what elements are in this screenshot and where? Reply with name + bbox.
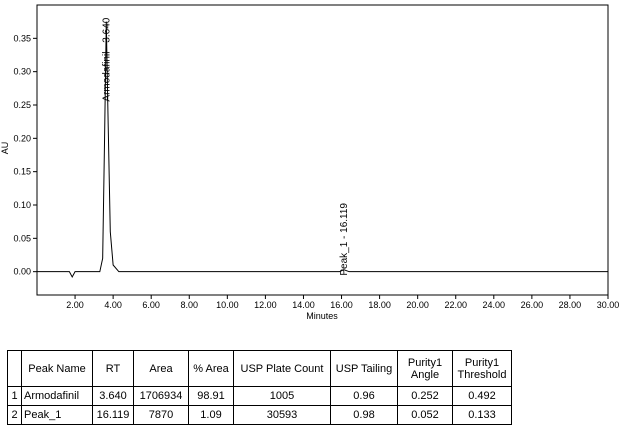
chart: Minutes AU 0.00 0.05 0.10 0.15 0.20 0.25 0.30 0… [0,4,620,321]
plot-frame [36,4,609,296]
table-cell: 1005 [233,386,331,406]
y-tick-label: 0.05 [13,233,31,243]
peak-label: Armodafinil - 3.640 [101,17,112,101]
x-tick-label: 8.00 [181,300,199,310]
table-cell: 30593 [233,405,331,425]
column-header: % Area [188,350,234,387]
table-cell: 0.052 [397,405,453,425]
column-header: USP Plate Count [233,350,331,387]
y-tick-label: 0.15 [13,167,31,177]
y-tick-label: 0.35 [13,33,31,43]
column-header: Area [133,350,189,387]
x-tick-label: 4.00 [104,300,122,310]
table-cell: 1 [7,386,22,406]
table-cell: Peak_1 [21,405,93,425]
y-tick-label: 0.00 [13,267,31,277]
table-row: 2 Peak_1 16.119 7870 1.09 30593 0.98 0.052 0.133 [7,405,512,425]
table-cell: 0.252 [397,386,453,406]
x-tick-label: 2.00 [66,300,84,310]
column-header: Purity1 Threshold [452,350,512,387]
table-cell: 0.492 [452,386,512,406]
column-header: Purity1 Angle [397,350,453,387]
table-cell: 1706934 [133,386,189,406]
y-axis-label: AU [0,142,10,155]
x-tick-label: 26.00 [521,300,544,310]
x-tick-label: 30.00 [597,300,620,310]
y-tick-label: 0.25 [13,100,31,110]
table-cell: 98.91 [188,386,234,406]
y-tick-label: 0.20 [13,133,31,143]
peak-label: Peak_1 - 16.119 [339,203,350,276]
x-tick-label: 12.00 [254,300,277,310]
x-tick-label: 24.00 [483,300,506,310]
column-header: USP Tailing [330,350,398,387]
table-cell: 7870 [133,405,189,425]
y-tick-label: 0.30 [13,67,31,77]
table-cell: 1.09 [188,405,234,425]
table-cell: 16.119 [92,405,134,425]
index-header [7,350,22,387]
x-tick-label: 28.00 [559,300,582,310]
table-cell: Armodafinil [21,386,93,406]
x-tick-label: 6.00 [142,300,160,310]
table-cell: 3.640 [92,386,134,406]
table-row: 1 Armodafinil 3.640 1706934 98.91 1005 0.96 0.2… [7,386,512,406]
table-cell: 0.96 [330,386,398,406]
x-tick-label: 16.00 [330,300,353,310]
x-tick-label: 20.00 [406,300,429,310]
column-header: RT [92,350,134,387]
x-tick-label: 18.00 [368,300,391,310]
table-cell: 0.133 [452,405,512,425]
peak-table: Peak Name RT Area% Area USP Plate Count USP … [7,350,512,425]
trace [37,21,608,279]
table-cell: 0.98 [330,405,398,425]
column-header: Peak Name [21,350,93,387]
x-axis-label: Minutes [306,311,338,321]
table-cell: 2 [7,405,22,425]
x-tick-label: 10.00 [216,300,239,310]
y-tick-label: 0.10 [13,200,31,210]
x-tick-label: 14.00 [292,300,315,310]
x-tick-label: 22.00 [444,300,467,310]
